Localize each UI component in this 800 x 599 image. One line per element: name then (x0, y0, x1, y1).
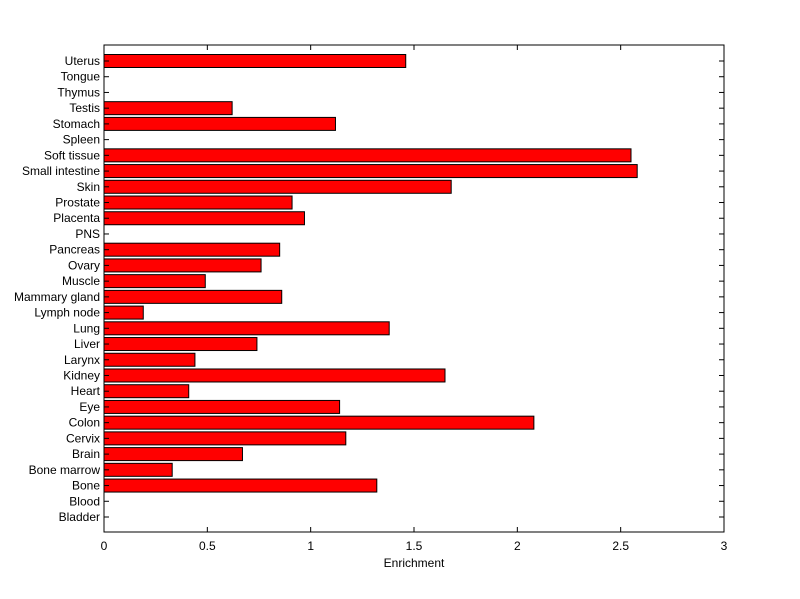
bar-lymph-node (103, 305, 144, 320)
y-tick-label: Uterus (65, 54, 100, 68)
bar-uterus (103, 54, 407, 68)
bar-bone-marrow (103, 462, 173, 477)
bar-placenta (103, 211, 305, 226)
y-tick-label: Spleen (63, 133, 100, 147)
x-tick-label: 1.5 (406, 539, 423, 553)
y-tick-label: Blood (69, 494, 100, 508)
y-tick-label: Heart (71, 384, 101, 398)
bar-pancreas (103, 242, 281, 257)
y-tick-label: Skin (77, 180, 100, 194)
y-tick-label: Mammary gland (14, 290, 100, 304)
bar-soft-tissue (103, 148, 632, 163)
bar-ovary (103, 258, 262, 273)
bar-brain (103, 447, 243, 462)
y-tick-label: PNS (75, 227, 100, 241)
bar-heart (103, 384, 190, 399)
y-tick-label: Tongue (61, 70, 101, 84)
y-tick-label: Muscle (62, 274, 100, 288)
y-tick-label: Soft tissue (44, 148, 100, 162)
y-tick-label: Kidney (63, 368, 100, 382)
y-tick-label: Bone (72, 479, 100, 493)
y-tick-label: Lymph node (34, 306, 100, 320)
plot-frame (103, 44, 725, 533)
y-tick-label: Thymus (57, 85, 100, 99)
y-tick-label: Lung (73, 321, 100, 335)
y-tick-label: Small intestine (22, 164, 100, 178)
bar-cervix (103, 431, 347, 446)
y-tick-label: Testis (69, 101, 100, 115)
y-tick-label: Pancreas (49, 243, 100, 257)
x-axis-title: Enrichment (384, 556, 445, 570)
y-tick-label: Prostate (55, 196, 100, 210)
y-tick-label: Bone marrow (29, 463, 101, 477)
bar-larynx (103, 352, 196, 367)
bar-skin (103, 179, 452, 194)
y-tick-label: Bladder (59, 510, 100, 524)
x-tick-label: 3 (721, 539, 728, 553)
bar-colon (103, 415, 535, 430)
bar-mammary-gland (103, 289, 283, 304)
x-tick-label: 0 (101, 539, 108, 553)
y-tick-label: Liver (74, 337, 100, 351)
y-tick-label: Larynx (64, 353, 100, 367)
y-tick-label: Brain (72, 447, 100, 461)
y-tick-label: Ovary (68, 258, 100, 272)
bar-kidney (103, 368, 446, 383)
y-tick-label: Colon (69, 416, 100, 430)
bar-small-intestine (103, 164, 638, 179)
x-tick-label: 0.5 (199, 539, 216, 553)
bar-prostate (103, 195, 293, 210)
x-tick-label: 1 (307, 539, 314, 553)
bar-testis (103, 101, 233, 116)
bar-liver (103, 337, 258, 352)
bar-eye (103, 399, 341, 414)
x-tick-label: 2 (514, 539, 521, 553)
y-tick-label: Eye (79, 400, 100, 414)
bar-stomach (103, 116, 336, 131)
y-tick-label: Placenta (53, 211, 100, 225)
bar-bone (103, 478, 378, 493)
x-tick-label: 2.5 (612, 539, 629, 553)
bar-muscle (103, 274, 206, 289)
bar-lung (103, 321, 390, 336)
y-tick-label: Cervix (66, 431, 100, 445)
y-tick-label: Stomach (53, 117, 100, 131)
x-ticks-group: 0 0.5 1 1.5 2 2.5 3 (101, 45, 728, 553)
